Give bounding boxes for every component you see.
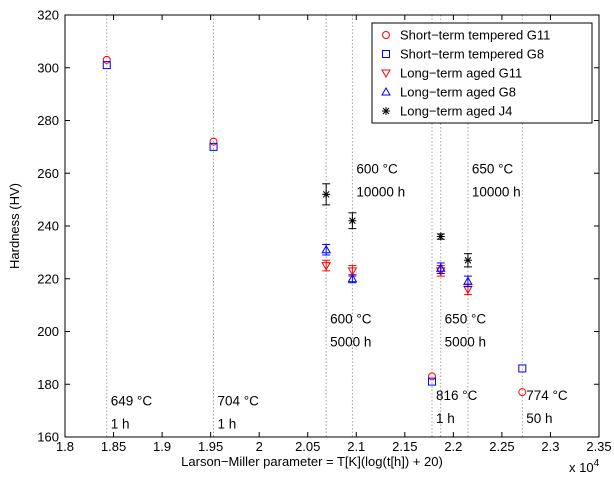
data-point — [428, 372, 437, 381]
y-tick-label: 180 — [37, 377, 59, 392]
y-tick-label: 260 — [37, 166, 59, 181]
x-tick-label: 2.3 — [541, 439, 559, 454]
annotation: 816 °C 1 h — [436, 388, 478, 426]
annotation: 774 °C 50 h — [526, 388, 568, 426]
data-point — [463, 256, 472, 265]
legend-label: Long−term aged G11 — [400, 66, 522, 81]
y-tick-label: 320 — [37, 8, 59, 23]
x-tick-label: 1.9 — [153, 439, 171, 454]
legend-entry: Long−term aged G8 — [381, 85, 516, 100]
data-point — [209, 137, 218, 146]
annotation-line: 600 °C — [330, 312, 372, 327]
annotation-line: 650 °C — [445, 312, 487, 327]
series-4 — [322, 183, 472, 268]
data-point — [463, 276, 473, 285]
annotation: 650 °C 10000 h — [472, 161, 521, 199]
x-tick-label: 1.85 — [101, 439, 126, 454]
x-tick-label: 2 — [256, 439, 263, 454]
annotation-line: 10000 h — [356, 184, 405, 199]
legend-box — [371, 22, 593, 124]
annotation-line: 649 °C — [111, 393, 153, 408]
x-tick-label: 2.2 — [444, 439, 462, 454]
annotation: 600 °C 10000 h — [356, 161, 405, 199]
annotation-line: 5000 h — [445, 335, 486, 350]
data-point — [102, 55, 111, 64]
legend-label: Short−term tempered G11 — [400, 28, 550, 43]
annotation: 650 °C 5000 h — [445, 312, 487, 350]
legend-entry: Long−term aged G11 — [381, 66, 522, 81]
x-tick-label: 2.1 — [347, 439, 365, 454]
legend-entry: Short−term tempered G8 — [382, 47, 544, 62]
annotation-line: 650 °C — [472, 161, 514, 176]
y-tick-label: 220 — [37, 271, 59, 286]
annotation-line: 1 h — [217, 416, 236, 431]
legend-entry: Short−term tempered G11 — [382, 28, 550, 43]
data-point — [518, 364, 527, 373]
x-axis-title: Larson−Miller parameter = T[K](log(t[h])… — [181, 454, 443, 469]
series-1 — [102, 61, 527, 386]
data-point — [382, 50, 390, 58]
data-point — [382, 31, 390, 39]
annotation-line: 5000 h — [330, 335, 371, 350]
data-point — [435, 263, 446, 272]
legend: Short−term tempered G11 Short−term temper… — [371, 22, 593, 124]
data-point — [428, 377, 437, 386]
annotation-line: 774 °C — [526, 388, 568, 403]
data-point — [382, 107, 390, 115]
x-tick-label: 2.35 — [586, 439, 611, 454]
data-point — [209, 142, 218, 151]
data-point — [518, 388, 527, 397]
data-point — [347, 273, 358, 283]
data-point — [381, 69, 391, 79]
data-point — [348, 216, 357, 225]
y-tick-label: 200 — [37, 324, 59, 339]
x-tick-label: 2.15 — [392, 439, 417, 454]
y-axis: 160 180 200 220 240 260 280 300 320 — [37, 8, 599, 445]
y-tick-label: 280 — [37, 113, 59, 128]
annotation: 704 °C 1 h — [217, 393, 259, 431]
annotation-line: 1 h — [436, 411, 455, 426]
series-0 — [102, 55, 527, 397]
y-tick-label: 300 — [37, 60, 59, 75]
y-tick-label: 240 — [37, 219, 59, 234]
legend-label: Long−term aged J4 — [400, 104, 512, 119]
annotation-line: 50 h — [526, 411, 552, 426]
annotations: 649 °C 1 h 704 °C 1 h 600 °C 10000 h 650 °C 100… — [111, 161, 568, 431]
annotation-line: 1 h — [111, 416, 130, 431]
x-axis-multiplier: x 104 — [569, 458, 600, 475]
legend-label: Short−term tempered G8 — [400, 47, 544, 62]
legend-label: Long−term aged G8 — [400, 85, 516, 100]
data-point — [347, 267, 358, 276]
x-tick-label: 1.95 — [198, 439, 223, 454]
legend-entry: Long−term aged J4 — [382, 104, 512, 119]
annotation-line: 704 °C — [217, 393, 259, 408]
data-point — [322, 190, 331, 199]
annotation-line: 600 °C — [356, 161, 398, 176]
data-point — [381, 86, 391, 96]
y-axis-title: Hardness (HV) — [7, 183, 22, 269]
annotation-line: 816 °C — [436, 388, 478, 403]
x-tick-label: 2.05 — [295, 439, 320, 454]
y-tick-label: 160 — [37, 430, 59, 445]
series-3 — [321, 243, 473, 288]
x-axis: 1.8 1.85 1.9 1.95 2 2.05 2.1 2.15 2.2 2.25 2.3 2.35 — [56, 15, 612, 454]
data-point — [436, 232, 445, 241]
x-tick-label: 2.25 — [489, 439, 514, 454]
annotation: 649 °C 1 h — [111, 393, 153, 431]
data-point — [102, 61, 111, 70]
data-point — [321, 244, 332, 254]
annotation-line: 10000 h — [472, 184, 521, 199]
x-axis-multiplier-exponent: 4 — [594, 458, 600, 469]
annotation: 600 °C 5000 h — [330, 312, 372, 350]
data-point — [321, 262, 332, 271]
x-tick-label: 1.8 — [56, 439, 74, 454]
